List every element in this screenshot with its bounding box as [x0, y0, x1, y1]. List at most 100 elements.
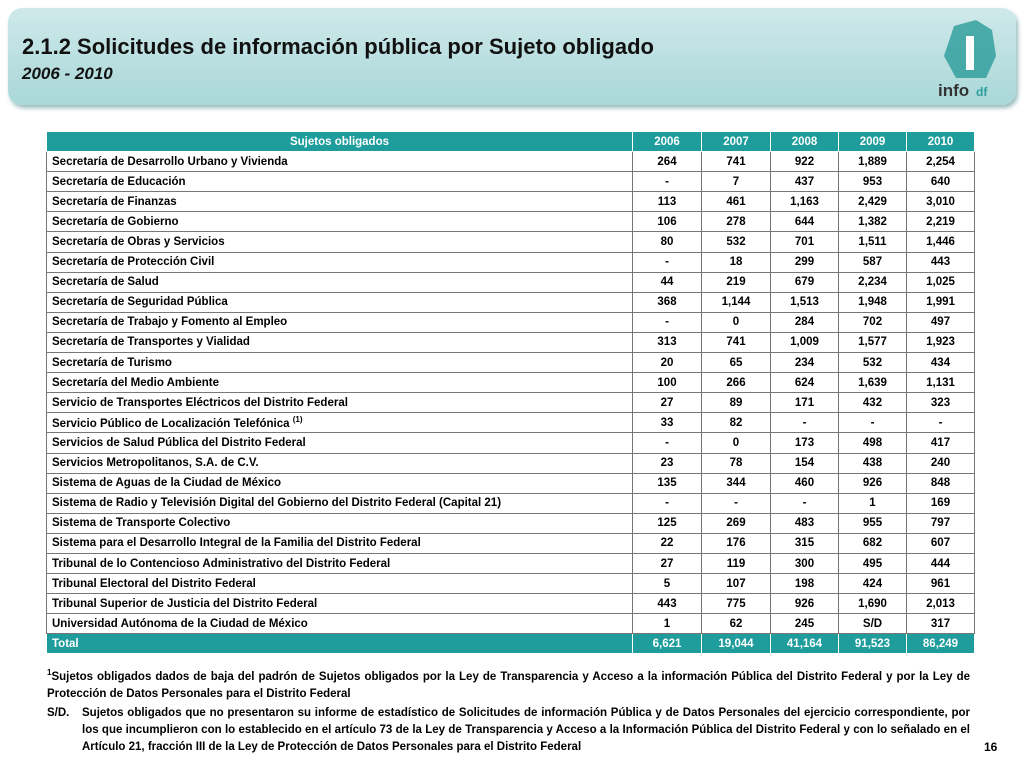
cell: 741	[701, 151, 771, 173]
cell-text: 702	[862, 316, 883, 329]
title: 2.1.2 Solicitudes de información pública…	[22, 34, 654, 59]
cell: 922	[770, 151, 839, 173]
cell-text: Servicio de Transportes Eléctricos del D…	[52, 396, 348, 409]
cell-text: 0	[732, 316, 740, 329]
cell-text: 1,923	[926, 336, 955, 349]
cell-text: Tribunal Superior de Justicia del Distri…	[52, 597, 318, 610]
cell: 701	[770, 231, 839, 253]
cell-text: 1,025	[926, 276, 955, 289]
name-cell: Secretaría de Turismo	[46, 352, 633, 374]
cell: 113	[632, 191, 702, 213]
cell-text: 1,690	[858, 597, 887, 610]
cell: 234	[770, 352, 839, 374]
cell: 315	[770, 532, 839, 554]
table-row: Secretaría de Turismo 20 65 234 532 434	[46, 352, 975, 374]
name-cell: Tribunal de lo Contencioso Administrativ…	[46, 552, 633, 575]
footnote-mark: S/D.	[47, 707, 70, 719]
cell-text: Servicios de Salud Pública del Distrito …	[52, 436, 306, 449]
cell: S/D	[838, 613, 907, 635]
cell-text: 1,639	[858, 376, 887, 389]
table-row: Sistema de Aguas de la Ciudad de México 1…	[46, 472, 975, 494]
cell-text: 368	[657, 296, 677, 309]
cell-text: 926	[862, 477, 883, 490]
cell: 1,690	[838, 593, 907, 615]
cell: -	[701, 492, 771, 514]
cell: 1,144	[701, 291, 771, 313]
cell-text: 1	[869, 497, 876, 510]
cell: 432	[838, 392, 907, 414]
cell-text: 269	[726, 517, 746, 530]
cell: 20	[632, 352, 702, 374]
cell: 741	[701, 331, 771, 354]
table-row: Secretaría de Trabajo y Fomento al Emple…	[46, 311, 975, 333]
cell: 532	[701, 231, 771, 253]
cell-text: 961	[930, 577, 951, 590]
cell: 443	[632, 593, 702, 615]
logo-text: info	[938, 81, 969, 100]
cell: 284	[770, 311, 839, 333]
name-cell: Secretaría del Medio Ambiente	[46, 372, 633, 394]
cell-text: 1,511	[858, 236, 887, 249]
cell: 119	[701, 552, 771, 575]
cell-text: 495	[862, 557, 883, 570]
cell-text: 5	[663, 577, 671, 590]
name-cell: Total	[46, 633, 633, 655]
cell-text: 775	[726, 597, 746, 610]
cell: 434	[906, 352, 975, 374]
cell: 775	[701, 593, 771, 615]
cell-text: 701	[794, 236, 815, 249]
cell-text: 1,144	[721, 296, 751, 309]
name-cell: Secretaría de Obras y Servicios	[46, 231, 633, 253]
cell-text: 1,991	[926, 296, 955, 309]
table-row: Secretaría del Medio Ambiente 100 266 624 1,…	[46, 372, 975, 394]
cell: 587	[838, 251, 907, 273]
cell-text: 2,254	[926, 155, 955, 168]
cell-text: 80	[660, 236, 674, 249]
cell: 953	[838, 171, 907, 193]
cell: 532	[838, 352, 907, 374]
table-row: Servicios Metropolitanos, S.A. de C.V. 23…	[46, 452, 975, 474]
cell: 682	[838, 532, 907, 554]
footnote: 1Sujetos obligados dados de baja del pad…	[47, 664, 970, 703]
name-cell: Sujetos obligados	[46, 130, 633, 153]
table-row: Sistema para el Desarrollo Integral de l…	[46, 532, 975, 554]
cell-text: 644	[794, 215, 815, 228]
cell: 1,991	[906, 291, 975, 313]
cell-text: 2,429	[858, 195, 887, 208]
cell-text: Secretaría de Finanzas	[52, 195, 177, 208]
cell: 344	[701, 472, 771, 494]
cell: 955	[838, 512, 907, 534]
cell: 2008	[770, 130, 839, 153]
cell-text: Tribunal de lo Contencioso Administrativ…	[52, 557, 391, 570]
cell: 3,010	[906, 191, 975, 213]
cell: -	[632, 311, 702, 333]
cell-text: 106	[657, 215, 677, 228]
cell-text: 922	[794, 155, 815, 168]
cell: 41,164	[770, 633, 839, 655]
cell: 300	[770, 552, 839, 575]
cell-text: 443	[930, 256, 951, 269]
name-cell: Secretaría de Transportes y Vialidad	[46, 331, 633, 354]
cell: 1,889	[838, 151, 907, 173]
cell: 219	[701, 271, 771, 293]
cell-text: 741	[726, 336, 746, 349]
cell-text: 1,382	[858, 215, 887, 228]
cell-text: 3,010	[926, 195, 955, 208]
cell: 154	[770, 452, 839, 474]
cell-text: 2006	[654, 135, 680, 148]
name-cell: Sistema de Aguas de la Ciudad de México	[46, 472, 633, 494]
cell-text: 926	[794, 597, 815, 610]
cell-text: 2009	[859, 135, 886, 148]
cell-text: Secretaría de Transportes y Vialidad	[52, 336, 250, 349]
cell: 961	[906, 573, 975, 595]
name-cell: Sistema de Radio y Televisión Digital de…	[46, 492, 633, 514]
cell-text: -	[665, 256, 669, 269]
table-row: Secretaría de Salud 44 219 679 2,234 1,025	[46, 271, 975, 293]
cell-text: Secretaría del Medio Ambiente	[52, 376, 220, 389]
cell-text: 41,164	[786, 637, 823, 650]
cell: 2009	[838, 130, 907, 153]
cell: 299	[770, 251, 839, 273]
cell-text: 344	[726, 477, 746, 490]
cell-text: 797	[930, 517, 951, 530]
cell: -	[632, 251, 702, 273]
